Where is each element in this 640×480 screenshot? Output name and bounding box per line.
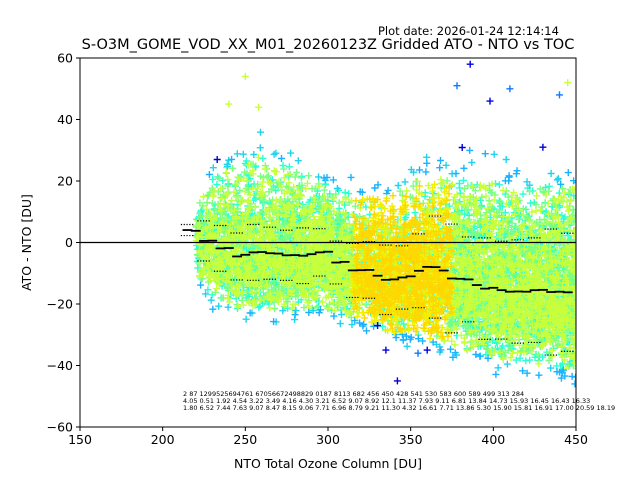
- x-tick-label: 400: [481, 432, 505, 447]
- y-tick-label: 40: [57, 112, 73, 127]
- y-tick-label: 20: [57, 174, 73, 189]
- statistics-overlay: [80, 215, 576, 356]
- x-tick-label: 300: [316, 432, 340, 447]
- chart-title: S-O3M_GOME_VOD_XX_M01_20260123Z Gridded …: [82, 37, 575, 53]
- y-tick-label: 0: [65, 235, 73, 250]
- x-axis: 150 200 250 300 350 400 450: [68, 427, 588, 447]
- x-tick-label: 200: [151, 432, 175, 447]
- x-tick-label: 250: [233, 432, 257, 447]
- y-axis-label: ATO - NTO [DU]: [19, 194, 34, 291]
- x-tick-label: 150: [68, 432, 92, 447]
- y-axis: −60 −40 −20 0 20 40 60: [47, 51, 80, 435]
- stat-row-means: 4.05 0.51 1.92 4.54 3.22 3.49 4.16 4.30 …: [183, 397, 590, 405]
- stat-row-counts: 2 87 1299525694761 67056672498829 0187 8…: [183, 390, 524, 398]
- bin-statistics-text: 2 87 1299525694761 67056672498829 0187 8…: [183, 390, 615, 412]
- stat-row-stds: 1.80 6.52 7.44 7.63 9.07 8.47 8.15 9.06 …: [183, 404, 615, 412]
- scatter-series-1: [414, 82, 563, 357]
- x-axis-label: NTO Total Ozone Column [DU]: [234, 456, 422, 471]
- x-tick-label: 450: [564, 432, 588, 447]
- y-tick-label: −60: [47, 420, 73, 435]
- x-tick-label: 350: [399, 432, 423, 447]
- plot-date: Plot date: 2026-01-24 12:14:14: [378, 24, 559, 38]
- y-tick-label: 60: [57, 51, 73, 66]
- y-tick-label: −40: [47, 358, 73, 373]
- scatter-points: [192, 60, 576, 388]
- scatter-series-2: [197, 146, 576, 388]
- scatter-series-0: [213, 60, 547, 385]
- y-tick-label: −20: [47, 297, 73, 312]
